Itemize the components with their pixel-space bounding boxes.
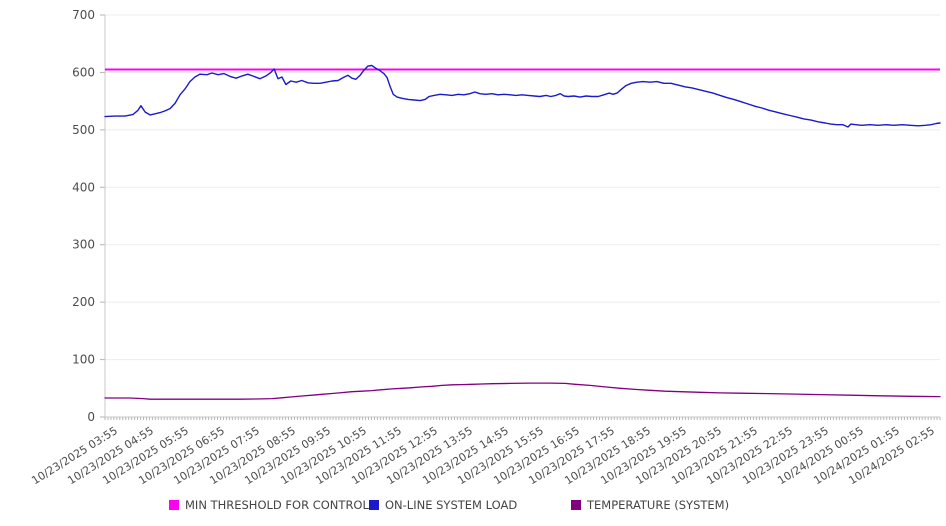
y-axis-label: 700	[72, 8, 95, 22]
series-line	[104, 64, 941, 128]
legend-label: ON-LINE SYSTEM LOAD	[385, 498, 518, 512]
chart-legend: MIN THRESHOLD FOR CONTROL ON-LINE SYSTEM…	[0, 497, 946, 517]
y-axis-label: 100	[72, 353, 95, 367]
y-axis-label: 600	[72, 65, 95, 79]
legend-swatch-icon	[369, 500, 379, 510]
y-axis-label: 0	[87, 410, 95, 424]
legend-swatch-icon	[169, 500, 179, 510]
y-axis-label: 200	[72, 295, 95, 309]
legend-label: TEMPERATURE (SYSTEM)	[587, 498, 730, 512]
y-axis-label: 400	[72, 180, 95, 194]
legend-item-temperature: TEMPERATURE (SYSTEM)	[571, 497, 729, 513]
legend-label: MIN THRESHOLD FOR CONTROL	[185, 498, 369, 512]
legend-item-system-load: ON-LINE SYSTEM LOAD	[369, 497, 517, 513]
legend-swatch-icon	[571, 500, 581, 510]
legend-item-min-threshold: MIN THRESHOLD FOR CONTROL	[169, 497, 369, 513]
series-line	[104, 382, 941, 400]
y-axis-label: 500	[72, 123, 95, 137]
y-axis-label: 300	[72, 238, 95, 252]
